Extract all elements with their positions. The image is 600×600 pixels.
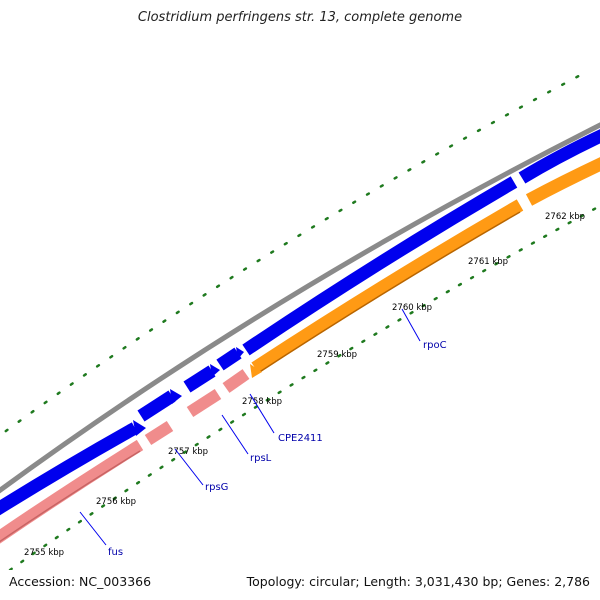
tick-label-2759: 2759 kbp: [317, 350, 357, 360]
outer-tick-ring: [0, 68, 592, 437]
orange-track: [250, 157, 600, 378]
gene-label-fus[interactable]: fus: [108, 547, 123, 558]
rna-track: [0, 369, 250, 544]
gene-leaders: [79, 308, 421, 546]
inner-tick-ring: [8, 204, 600, 570]
tick-label-2758: 2758 kbp: [242, 397, 282, 407]
tick-label-2756: 2756 kbp: [96, 497, 136, 507]
tick-label-2760: 2760 kbp: [392, 303, 432, 313]
accession-text: Accession: NC_003366: [9, 574, 152, 589]
gene-labels: fus rpsG rpsL CPE2411 rpoC: [108, 340, 447, 558]
gene-label-rpsG[interactable]: rpsG: [205, 482, 228, 493]
tick-label-2757: 2757 kbp: [168, 447, 208, 457]
genome-title: Clostridium perfringens str. 13, complet…: [137, 10, 463, 25]
gene-label-cpe2411[interactable]: CPE2411: [278, 433, 323, 444]
gene-label-rpoc[interactable]: rpoC: [423, 340, 447, 351]
kbp-scale: 2755 kbp 2756 kbp 2757 kbp 2758 kbp 2759…: [24, 212, 585, 558]
tick-label-2761: 2761 kbp: [468, 257, 508, 267]
tick-label-2762: 2762 kbp: [545, 212, 585, 222]
tick-label-2755: 2755 kbp: [24, 548, 64, 558]
genome-summary-text: Topology: circular; Length: 3,031,430 bp…: [246, 574, 590, 589]
backbone-line: [0, 122, 600, 494]
forward-cds-track: [0, 129, 600, 516]
gene-label-rpsL[interactable]: rpsL: [250, 453, 272, 464]
